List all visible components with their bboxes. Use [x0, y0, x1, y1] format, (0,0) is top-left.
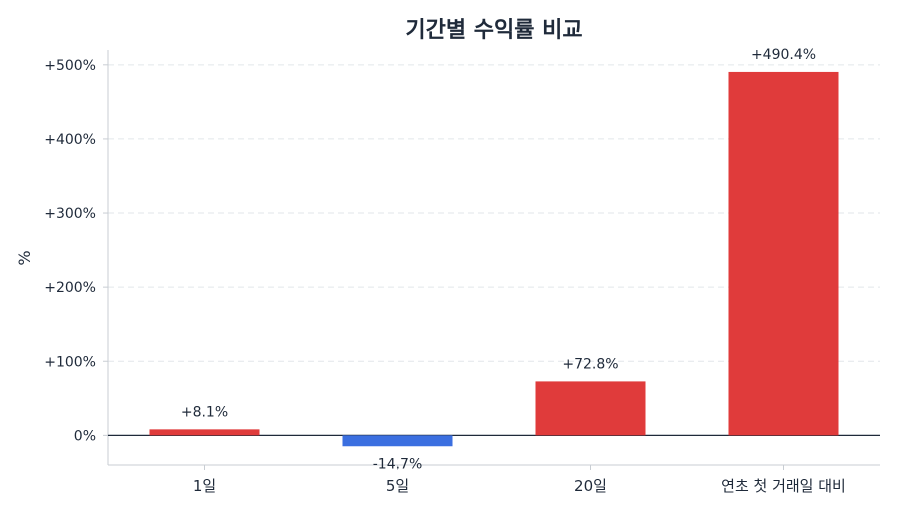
bar: [728, 71, 839, 436]
y-tick-label: +500%: [44, 58, 96, 74]
y-tick-label: +300%: [44, 206, 96, 222]
y-tick-label: +200%: [44, 280, 96, 296]
x-tick-label: 연초 첫 거래일 대비: [721, 477, 846, 495]
data-label: -14.7%: [373, 456, 423, 472]
y-tick-label: +400%: [44, 132, 96, 148]
y-tick-label: 0%: [74, 428, 96, 444]
data-label: +8.1%: [181, 404, 228, 420]
bar: [535, 381, 646, 436]
bar: [342, 435, 453, 447]
bars: [149, 71, 839, 447]
bar: [149, 429, 260, 436]
x-tick-label: 20일: [574, 477, 607, 495]
y-tick-label: +100%: [44, 354, 96, 370]
y-axis-label: %: [15, 250, 34, 265]
chart-title: 기간별 수익률 비교: [405, 18, 582, 43]
x-tick-label: 5일: [386, 477, 409, 495]
x-tick-label: 1일: [193, 477, 216, 495]
data-labels: +8.1% -14.7% +72.8% +490.4%: [181, 47, 816, 472]
data-label: +490.4%: [751, 47, 816, 63]
tick-labels: 0% +100% +200% +300% +400% +500% 1일 5일 20일 연초 첫 거…: [44, 58, 846, 495]
data-label: +72.8%: [562, 356, 618, 372]
